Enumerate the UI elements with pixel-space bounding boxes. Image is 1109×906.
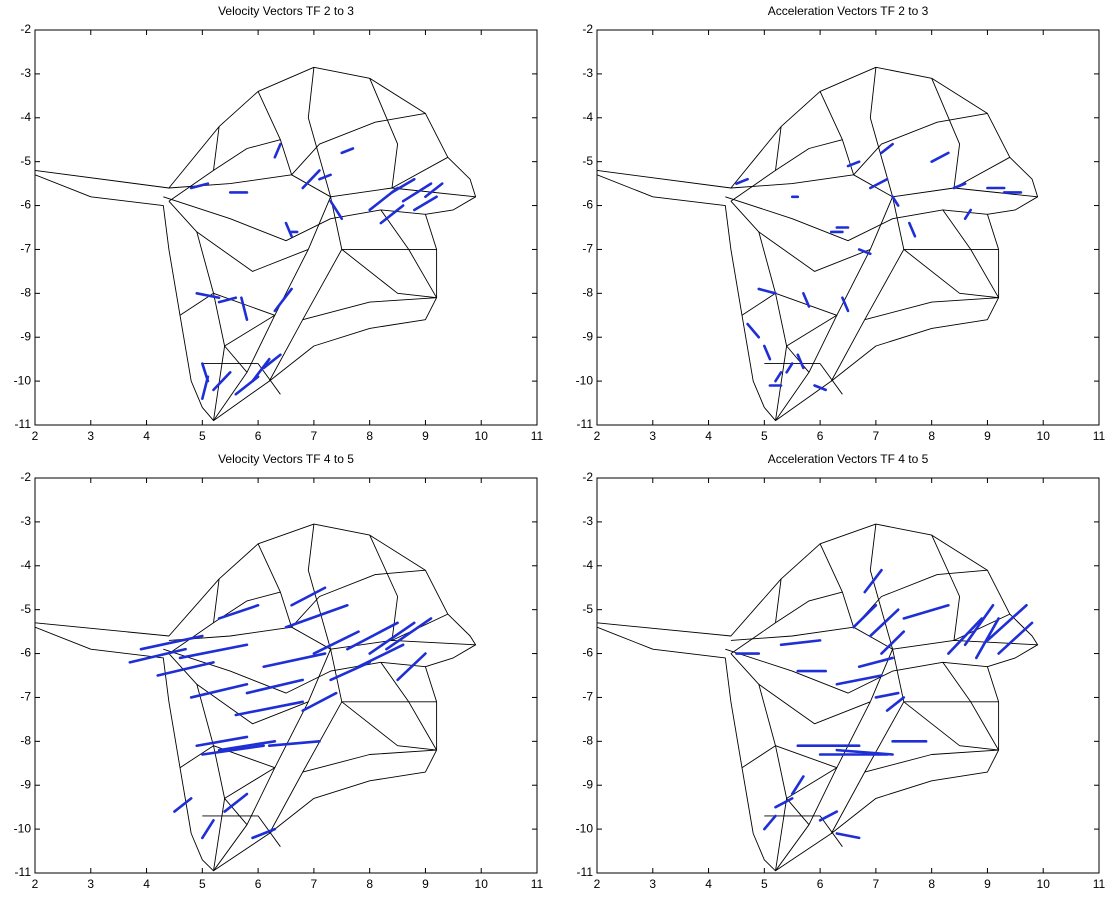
plot-area [35,30,537,425]
y-tick-label: -3 [20,66,31,80]
x-tick-label: 9 [422,877,429,891]
y-tick-label: -7 [20,690,31,704]
y-tick-label: -6 [20,198,31,212]
x-tick-label: 10 [475,877,489,891]
x-tick-label: 11 [531,429,544,443]
y-tick-label: -10 [576,821,594,835]
x-tick-label: 11 [531,877,544,891]
y-tick-label: -10 [14,373,32,387]
y-tick-label: -7 [582,242,593,256]
y-tick-label: -5 [20,602,31,616]
x-tick-label: 4 [143,429,150,443]
x-tick-label: 10 [1037,877,1051,891]
y-tick-label: -2 [582,470,593,484]
y-tick-label: -11 [577,417,594,431]
plot-area [597,478,1099,873]
x-tick-label: 4 [705,429,712,443]
y-tick-label: -3 [582,66,593,80]
y-tick-label: -4 [582,110,593,124]
y-tick-label: -5 [582,154,593,168]
x-tick-label: 2 [594,429,601,443]
x-tick-label: 2 [32,877,39,891]
y-tick-label: -9 [582,777,593,791]
y-tick-label: -2 [20,22,31,36]
x-tick-label: 3 [649,877,656,891]
x-tick-label: 3 [87,429,94,443]
y-tick-label: -7 [582,690,593,704]
x-tick-label: 2 [594,877,601,891]
y-tick-label: -6 [20,646,31,660]
x-tick-label: 4 [705,877,712,891]
y-tick-label: -10 [14,821,32,835]
x-tick-label: 4 [143,877,150,891]
x-tick-label: 8 [366,877,373,891]
x-tick-label: 7 [873,877,880,891]
x-tick-label: 7 [311,429,318,443]
chart-title: Acceleration Vectors TF 4 to 5 [768,452,929,466]
x-tick-label: 7 [311,877,318,891]
y-tick-label: -10 [576,373,594,387]
y-tick-label: -11 [577,865,594,879]
x-tick-label: 8 [928,429,935,443]
x-tick-label: 6 [255,429,262,443]
x-tick-label: 7 [873,429,880,443]
y-tick-label: -9 [20,777,31,791]
page: Velocity Vectors TF 2 to 3 2 3 4 5 6 7 8 9 10 11 -2… [0,0,1109,906]
subplot: Velocity Vectors TF 4 to 5 2 3 4 5 6 7 8 9 10 11 -2… [14,452,544,891]
y-tick-label: -8 [582,734,593,748]
x-tick-label: 5 [199,429,206,443]
y-tick-label: -6 [582,198,593,212]
y-tick-label: -8 [20,286,31,300]
y-tick-label: -11 [15,417,32,431]
x-tick-label: 9 [422,429,429,443]
y-tick-label: -5 [20,154,31,168]
y-tick-label: -2 [582,22,593,36]
y-tick-label: -11 [15,865,32,879]
plot-area [35,478,537,873]
y-tick-label: -3 [582,514,593,528]
x-tick-label: 10 [1037,429,1051,443]
x-tick-label: 10 [475,429,489,443]
x-tick-label: 5 [199,877,206,891]
chart-title: Velocity Vectors TF 4 to 5 [218,452,354,466]
y-tick-label: -2 [20,470,31,484]
y-tick-label: -9 [20,329,31,343]
y-tick-label: -6 [582,646,593,660]
y-tick-label: -4 [582,558,593,572]
x-tick-label: 11 [1093,429,1106,443]
x-tick-label: 5 [761,877,768,891]
y-tick-label: -9 [582,329,593,343]
x-tick-label: 5 [761,429,768,443]
x-tick-label: 9 [984,429,991,443]
x-tick-label: 3 [649,429,656,443]
x-tick-label: 8 [366,429,373,443]
figure: Velocity Vectors TF 2 to 3 2 3 4 5 6 7 8 9 10 11 -2… [0,0,1109,906]
x-tick-label: 6 [255,877,262,891]
y-tick-label: -3 [20,514,31,528]
y-tick-label: -7 [20,242,31,256]
y-tick-label: -8 [20,734,31,748]
x-tick-label: 6 [817,429,824,443]
chart-title: Velocity Vectors TF 2 to 3 [218,4,354,18]
x-tick-label: 2 [32,429,39,443]
y-tick-label: -4 [20,558,31,572]
y-tick-label: -4 [20,110,31,124]
x-tick-label: 3 [87,877,94,891]
subplot: Acceleration Vectors TF 2 to 3 2 3 4 5 6 7 8 9 10… [576,4,1106,443]
x-tick-label: 8 [928,877,935,891]
x-tick-label: 11 [1093,877,1106,891]
x-tick-label: 6 [817,877,824,891]
subplot: Acceleration Vectors TF 4 to 5 2 3 4 5 6 7 8 9 10… [576,452,1106,891]
y-tick-label: -8 [582,286,593,300]
subplot: Velocity Vectors TF 2 to 3 2 3 4 5 6 7 8 9 10 11 -2… [14,4,544,443]
y-tick-label: -5 [582,602,593,616]
chart-title: Acceleration Vectors TF 2 to 3 [768,4,929,18]
x-tick-label: 9 [984,877,991,891]
